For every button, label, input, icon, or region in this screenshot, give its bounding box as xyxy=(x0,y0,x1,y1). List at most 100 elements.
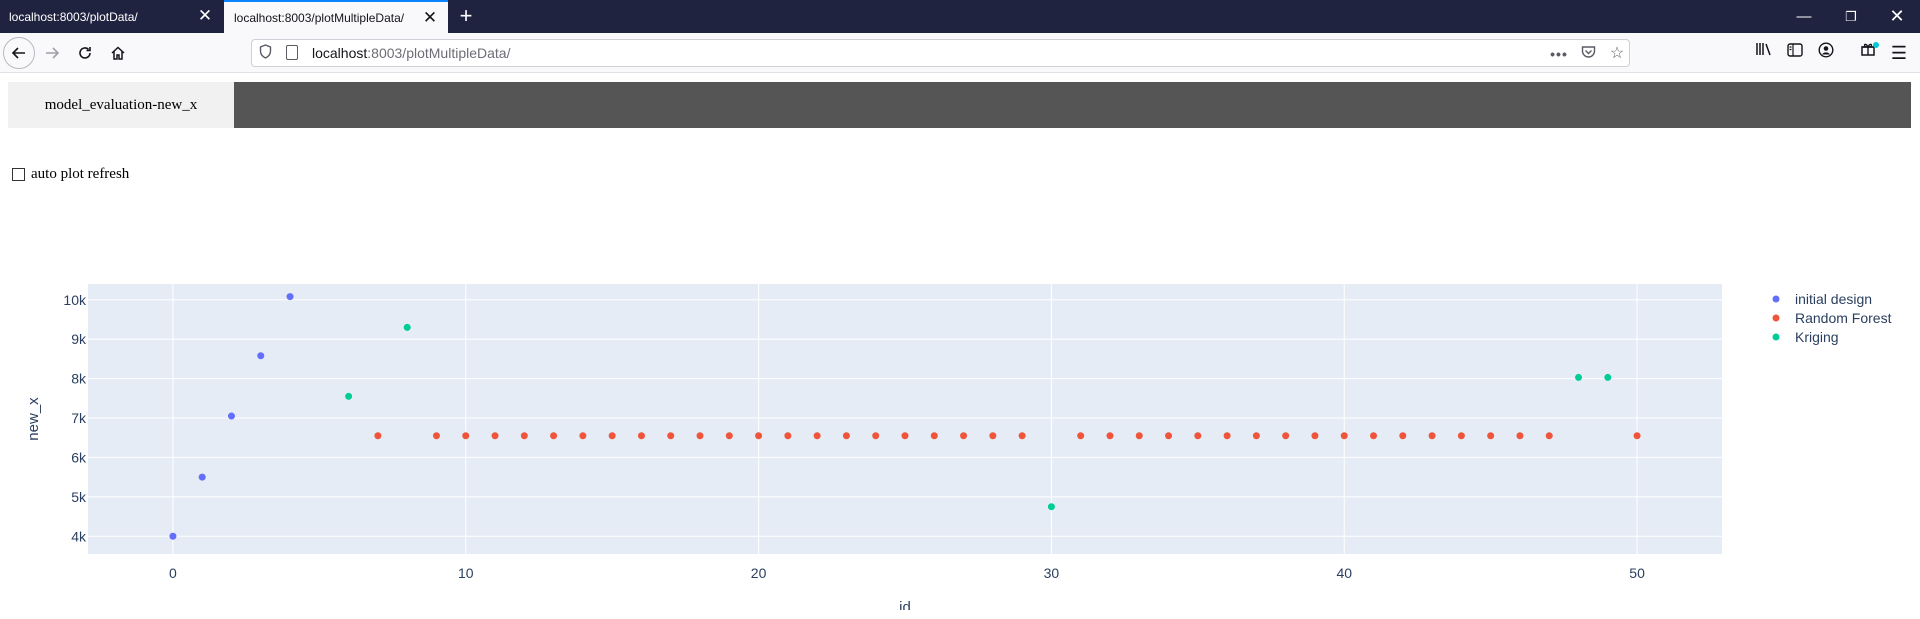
legend-marker xyxy=(1772,295,1780,303)
point-random-forest[interactable] xyxy=(1370,432,1378,440)
point-random-forest[interactable] xyxy=(1457,432,1465,440)
library-icon[interactable] xyxy=(1752,41,1776,65)
new-tab-plus-icon[interactable]: + xyxy=(459,3,473,28)
browser-tab-plotmultipledata[interactable]: localhost:8003/plotMultipleData/ ✕ xyxy=(224,0,448,33)
point-kriging[interactable] xyxy=(1604,373,1612,381)
url-text[interactable]: localhost:8003/plotMultipleData/ xyxy=(312,45,510,61)
point-random-forest[interactable] xyxy=(432,432,440,440)
point-random-forest[interactable] xyxy=(989,432,997,440)
star-icon[interactable]: ☆ xyxy=(1609,45,1625,62)
point-random-forest[interactable] xyxy=(1018,432,1026,440)
x-tick-label: 30 xyxy=(1044,565,1060,581)
scatter-plot: 0 10 20 30 40 50 4k 5k 6k 7k 8k 9k 10k id new_x init… xyxy=(25,284,1892,610)
point-random-forest[interactable] xyxy=(1223,432,1231,440)
more-icon[interactable]: ••• xyxy=(1550,46,1568,62)
extensions-icon[interactable] xyxy=(1856,41,1880,65)
point-random-forest[interactable] xyxy=(872,432,880,440)
point-initial-design[interactable] xyxy=(169,532,177,540)
url-bar[interactable]: localhost:8003/plotMultipleData/ ••• ☆ xyxy=(251,39,1630,67)
point-random-forest[interactable] xyxy=(1487,432,1495,440)
close-icon[interactable]: ✕ xyxy=(197,6,213,25)
y-axis-title: new_x xyxy=(25,397,42,441)
point-random-forest[interactable] xyxy=(1633,432,1641,440)
point-random-forest[interactable] xyxy=(1252,432,1260,440)
point-initial-design[interactable] xyxy=(198,473,206,481)
point-random-forest[interactable] xyxy=(1428,432,1436,440)
hamburger-menu-icon[interactable]: ☰ xyxy=(1890,43,1908,63)
point-random-forest[interactable] xyxy=(842,432,850,440)
close-icon[interactable]: ✕ xyxy=(422,8,438,27)
restore-icon[interactable]: ❐ xyxy=(1845,9,1857,24)
arrow-right-icon[interactable] xyxy=(36,37,68,69)
account-icon[interactable] xyxy=(1814,41,1838,65)
page-tab-bar: model_evaluation-new_x xyxy=(8,82,1911,128)
point-kriging[interactable] xyxy=(1575,373,1583,381)
legend-marker xyxy=(1772,333,1780,341)
arrow-left-icon[interactable] xyxy=(3,37,35,69)
y-tick-label: 6k xyxy=(71,449,87,465)
point-random-forest[interactable] xyxy=(637,432,645,440)
point-random-forest[interactable] xyxy=(930,432,938,440)
point-random-forest[interactable] xyxy=(1106,432,1114,440)
point-random-forest[interactable] xyxy=(1545,432,1553,440)
point-random-forest[interactable] xyxy=(1282,432,1290,440)
point-random-forest[interactable] xyxy=(1399,432,1407,440)
shield-icon[interactable] xyxy=(259,44,272,62)
y-tick-label: 7k xyxy=(71,410,87,426)
point-random-forest[interactable] xyxy=(1077,432,1085,440)
browser-title-bar: localhost:8003/plotData/ ✕ localhost:800… xyxy=(0,0,1920,33)
point-random-forest[interactable] xyxy=(491,432,499,440)
point-random-forest[interactable] xyxy=(1135,432,1143,440)
point-random-forest[interactable] xyxy=(1311,432,1319,440)
point-random-forest[interactable] xyxy=(667,432,675,440)
point-random-forest[interactable] xyxy=(462,432,470,440)
reload-icon[interactable] xyxy=(69,37,101,69)
y-tick-label: 10k xyxy=(63,292,87,308)
window-close-icon[interactable]: ✕ xyxy=(1889,6,1905,26)
point-random-forest[interactable] xyxy=(1340,432,1348,440)
x-tick-label: 40 xyxy=(1336,565,1352,581)
point-random-forest[interactable] xyxy=(813,432,821,440)
url-host: localhost xyxy=(312,45,368,61)
point-random-forest[interactable] xyxy=(784,432,792,440)
point-initial-design[interactable] xyxy=(286,293,294,301)
auto-refresh-label: auto plot refresh xyxy=(31,166,130,182)
point-random-forest[interactable] xyxy=(520,432,528,440)
tab-model-evaluation[interactable]: model_evaluation-new_x xyxy=(8,82,234,128)
browser-tab-plotdata[interactable]: localhost:8003/plotData/ ✕ xyxy=(0,0,223,33)
plot-area xyxy=(88,284,1722,554)
y-tick-label: 5k xyxy=(71,489,87,505)
point-kriging[interactable] xyxy=(345,392,353,400)
point-random-forest[interactable] xyxy=(550,432,558,440)
point-initial-design[interactable] xyxy=(227,412,235,420)
point-kriging[interactable] xyxy=(1047,503,1055,511)
y-tick-label: 9k xyxy=(71,331,87,347)
auto-refresh-checkbox[interactable] xyxy=(12,168,25,181)
legend-label: Random Forest xyxy=(1795,310,1892,326)
point-random-forest[interactable] xyxy=(579,432,587,440)
point-initial-design[interactable] xyxy=(257,352,265,360)
point-random-forest[interactable] xyxy=(608,432,616,440)
point-random-forest[interactable] xyxy=(755,432,763,440)
x-tick-label: 10 xyxy=(458,565,474,581)
home-icon[interactable] xyxy=(102,37,134,69)
point-kriging[interactable] xyxy=(403,323,411,331)
notification-dot xyxy=(1873,42,1879,48)
point-random-forest[interactable] xyxy=(1194,432,1202,440)
point-random-forest[interactable] xyxy=(725,432,733,440)
minimize-icon[interactable]: — xyxy=(1796,8,1812,25)
page-icon[interactable] xyxy=(286,45,298,60)
legend-item-initial-design[interactable]: initial design xyxy=(1772,291,1873,307)
sidebar-icon[interactable] xyxy=(1783,41,1807,65)
legend-item-kriging[interactable]: Kriging xyxy=(1772,329,1839,345)
point-random-forest[interactable] xyxy=(960,432,968,440)
point-random-forest[interactable] xyxy=(1516,432,1524,440)
point-random-forest[interactable] xyxy=(1165,432,1173,440)
point-random-forest[interactable] xyxy=(901,432,909,440)
legend-label: initial design xyxy=(1795,291,1872,307)
pocket-icon[interactable] xyxy=(1577,43,1599,65)
grid-lines xyxy=(88,284,1722,554)
legend-item-random-forest[interactable]: Random Forest xyxy=(1772,310,1892,326)
point-random-forest[interactable] xyxy=(696,432,704,440)
point-random-forest[interactable] xyxy=(374,432,382,440)
